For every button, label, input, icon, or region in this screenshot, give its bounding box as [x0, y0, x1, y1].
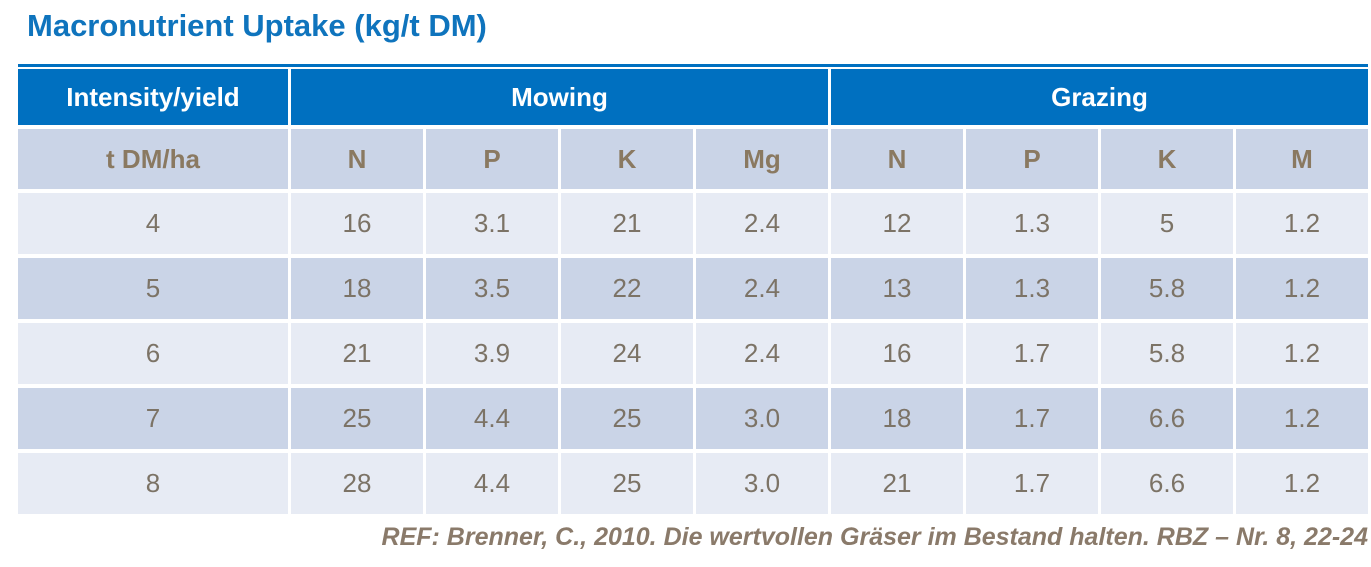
sub-header-cell: P: [966, 129, 1098, 189]
data-cell: 24: [561, 323, 693, 384]
data-cell: 1.2: [1236, 193, 1368, 254]
sub-header-cell: t DM/ha: [18, 129, 288, 189]
macronutrient-table: Intensity/yield Mowing Grazing t DM/ha N P K Mg…: [18, 64, 1368, 514]
sub-header-cell: K: [561, 129, 693, 189]
data-cell: 25: [291, 388, 423, 449]
group-header-cell: Intensity/yield: [18, 69, 288, 125]
sub-header-cell: P: [426, 129, 558, 189]
data-cell: 18: [291, 258, 423, 319]
data-cell: 4: [18, 193, 288, 254]
group-header-cell: Mowing: [291, 69, 828, 125]
table-top-rule: [18, 64, 1368, 67]
group-header-cell: Grazing: [831, 69, 1368, 125]
data-cell: 5: [18, 258, 288, 319]
sub-header-cell: N: [291, 129, 423, 189]
data-cell: 2.4: [696, 258, 828, 319]
data-cell: 18: [831, 388, 963, 449]
data-cell: 12: [831, 193, 963, 254]
data-cell: 8: [18, 453, 288, 514]
data-cell: 21: [561, 193, 693, 254]
data-cell: 5.8: [1101, 323, 1233, 384]
data-cell: 7: [18, 388, 288, 449]
data-cell: 4.4: [426, 453, 558, 514]
data-cell: 25: [561, 388, 693, 449]
data-cell: 1.2: [1236, 453, 1368, 514]
sub-header-cell: Mg: [696, 129, 828, 189]
data-cell: 13: [831, 258, 963, 319]
data-cell: 5: [1101, 193, 1233, 254]
data-cell: 28: [291, 453, 423, 514]
data-cell: 6: [18, 323, 288, 384]
data-cell: 6.6: [1101, 453, 1233, 514]
data-cell: 22: [561, 258, 693, 319]
data-cell: 3.9: [426, 323, 558, 384]
data-cell: 1.2: [1236, 388, 1368, 449]
data-cell: 1.2: [1236, 258, 1368, 319]
data-cell: 6.6: [1101, 388, 1233, 449]
data-cell: 21: [291, 323, 423, 384]
sub-header-cell: M: [1236, 129, 1368, 189]
page-title: Macronutrient Uptake (kg/t DM): [27, 8, 487, 43]
data-cell: 25: [561, 453, 693, 514]
data-cell: 3.0: [696, 388, 828, 449]
data-cell: 1.3: [966, 258, 1098, 319]
data-cell: 1.2: [1236, 323, 1368, 384]
data-cell: 3.1: [426, 193, 558, 254]
data-cell: 2.4: [696, 193, 828, 254]
data-cell: 5.8: [1101, 258, 1233, 319]
data-cell: 16: [291, 193, 423, 254]
sub-header-cell: N: [831, 129, 963, 189]
data-cell: 2.4: [696, 323, 828, 384]
data-cell: 16: [831, 323, 963, 384]
data-cell: 3.0: [696, 453, 828, 514]
data-cell: 21: [831, 453, 963, 514]
data-cell: 4.4: [426, 388, 558, 449]
data-cell: 1.7: [966, 323, 1098, 384]
data-cell: 1.7: [966, 388, 1098, 449]
reference-citation: REF: Brenner, C., 2010. Die wertvollen G…: [381, 523, 1368, 551]
data-cell: 1.3: [966, 193, 1098, 254]
table-grid: Intensity/yield Mowing Grazing t DM/ha N P K Mg…: [18, 69, 1368, 514]
data-cell: 3.5: [426, 258, 558, 319]
sub-header-cell: K: [1101, 129, 1233, 189]
data-cell: 1.7: [966, 453, 1098, 514]
